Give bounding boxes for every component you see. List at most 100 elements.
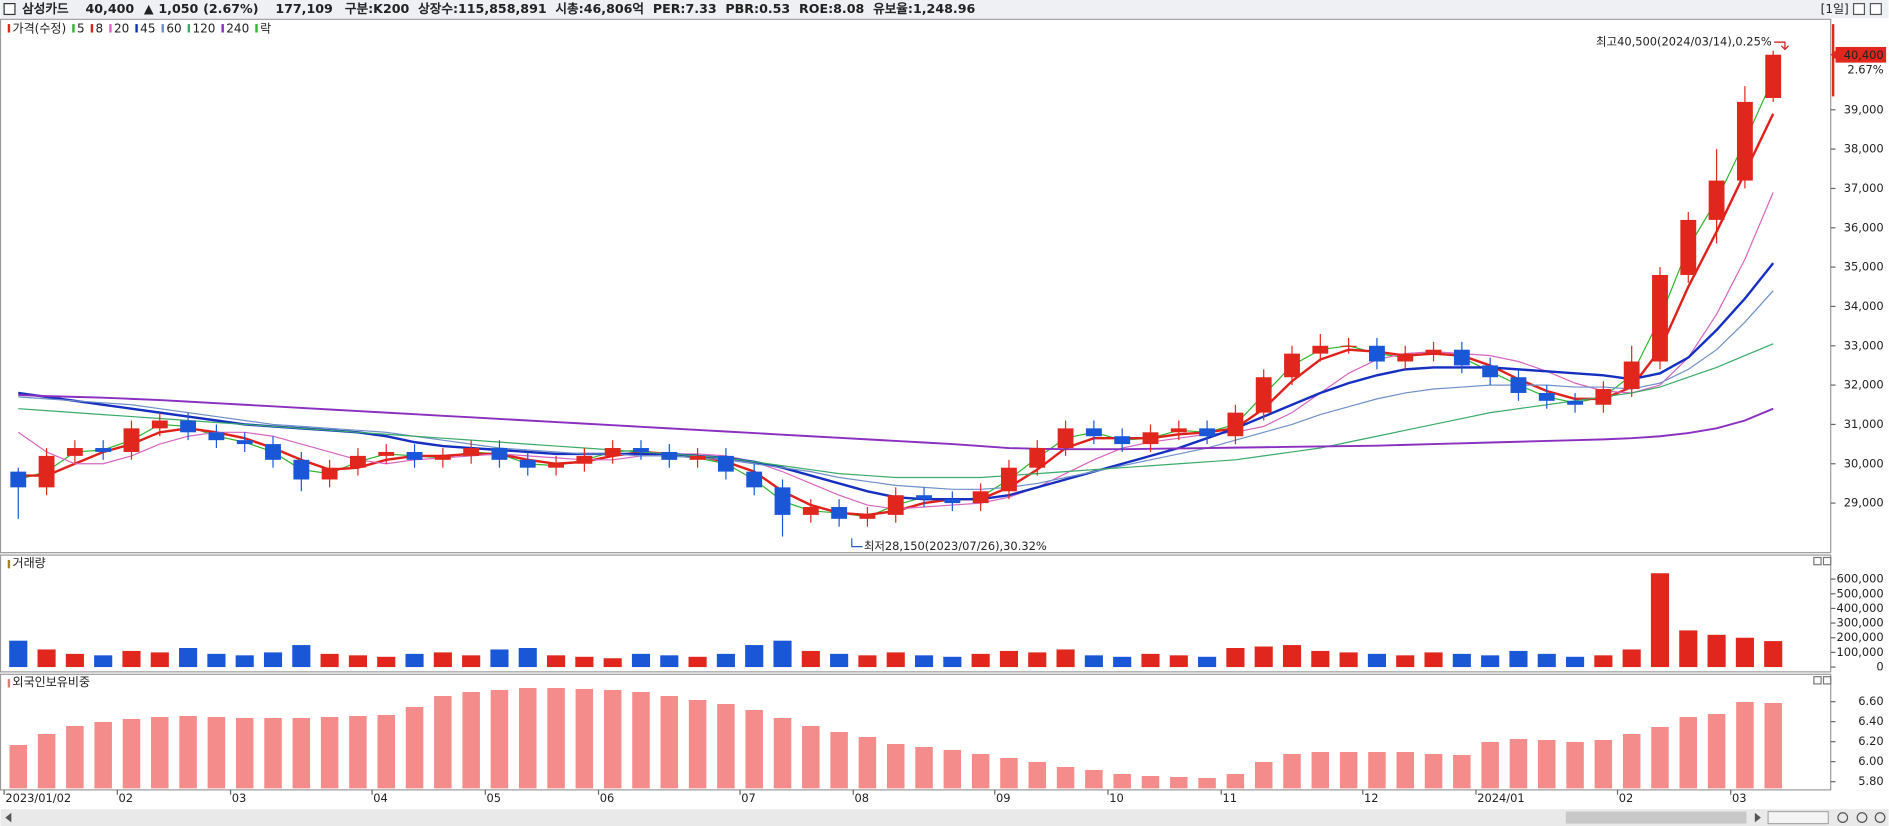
- candle-body: [972, 491, 989, 504]
- pane-title-marker: [7, 559, 11, 569]
- bar: [93, 721, 113, 789]
- bar: [1396, 655, 1415, 668]
- price-pane: [0, 18, 1832, 554]
- bar: [971, 753, 991, 789]
- change: 1,050: [158, 1, 198, 16]
- legend-label: 락: [260, 21, 271, 35]
- candle-body: [831, 507, 848, 519]
- checkbox[interactable]: [3, 3, 16, 16]
- legend-swatch: [90, 24, 94, 33]
- candle-body: [180, 420, 197, 433]
- scroll-track[interactable]: [0, 809, 1889, 826]
- candle-body: [123, 428, 140, 452]
- bar: [716, 703, 736, 789]
- bar: [858, 655, 877, 668]
- x-tick-label: 08: [854, 791, 869, 805]
- moving-average-line: [18, 343, 1774, 479]
- candle-body: [944, 499, 961, 504]
- pane-button[interactable]: [1813, 556, 1822, 566]
- bar: [575, 656, 594, 668]
- candle-body: [265, 444, 281, 460]
- y-tick-label: 6.00: [1858, 754, 1883, 768]
- candle-body: [774, 487, 791, 515]
- volume: 177,109: [275, 1, 333, 16]
- candle-body: [661, 451, 678, 460]
- y-tick-label: 0: [1876, 660, 1883, 674]
- bar: [1509, 738, 1528, 789]
- maximize-button[interactable]: [1852, 3, 1866, 16]
- last-price-tag: [1835, 46, 1887, 63]
- candle-body: [406, 451, 423, 460]
- y-tick-label: 6.40: [1858, 714, 1883, 728]
- y-tick-label: 37,000: [1844, 181, 1884, 195]
- close-button[interactable]: [1869, 3, 1882, 16]
- zoom-out[interactable]: [1837, 812, 1849, 823]
- window-buttons: [1852, 3, 1882, 16]
- candle-body: [350, 455, 366, 468]
- y-tick-label: 35,000: [1844, 260, 1884, 274]
- bar: [433, 652, 452, 668]
- bar: [1480, 741, 1500, 789]
- legend-swatch: [135, 24, 138, 33]
- y-tick-label: 32,000: [1844, 378, 1884, 392]
- bar: [1735, 637, 1754, 668]
- candle-body: [10, 471, 27, 488]
- bar: [1339, 751, 1358, 789]
- bar: [546, 687, 566, 789]
- candle-body: [859, 514, 876, 519]
- candle-body: [1085, 428, 1102, 437]
- candle-body: [1397, 353, 1414, 362]
- candle-body: [633, 448, 649, 452]
- bar: [1594, 739, 1613, 789]
- y-tick-label: 31,000: [1844, 417, 1884, 431]
- pane-title: 거래량: [13, 556, 46, 570]
- candle-body: [717, 455, 734, 472]
- y-tick-label: 6.60: [1858, 694, 1883, 708]
- bar: [1169, 655, 1188, 668]
- bar: [1310, 751, 1330, 789]
- bar: [801, 650, 820, 668]
- zoom-in[interactable]: [1856, 812, 1868, 823]
- bar: [150, 652, 169, 668]
- candle-body: [746, 471, 763, 488]
- last-price: 40,400: [1844, 48, 1884, 62]
- scroll-right[interactable]: [1754, 812, 1761, 823]
- y-tick-label: 400,000: [1836, 601, 1883, 615]
- legend-swatch: [255, 24, 258, 33]
- bar: [1424, 652, 1443, 668]
- pane-button[interactable]: [1813, 676, 1822, 685]
- bar: [603, 689, 623, 789]
- zoom-reset[interactable]: [1874, 812, 1886, 823]
- pane-button[interactable]: [1822, 676, 1832, 685]
- pane-button[interactable]: [1822, 556, 1832, 566]
- scroll-left[interactable]: [5, 812, 12, 823]
- bar: [1226, 773, 1245, 789]
- y-tick-label: 600,000: [1836, 572, 1883, 586]
- last-price-pointer: [1830, 50, 1836, 59]
- bar: [263, 717, 283, 789]
- y-tick-label: 29,000: [1844, 496, 1884, 510]
- bar: [1028, 652, 1047, 668]
- candle-body: [66, 448, 83, 456]
- candle-body: [1170, 428, 1187, 433]
- bar: [320, 653, 339, 668]
- bar: [207, 716, 226, 789]
- candle-body: [1369, 345, 1385, 362]
- bar: [886, 743, 906, 789]
- header-bar: [0, 0, 1889, 19]
- period: [1일]: [1821, 2, 1849, 16]
- candle-body: [1340, 345, 1357, 347]
- high-annotation: 최고40,500(2024/03/14),0.25%: [1596, 35, 1772, 49]
- bar: [1254, 761, 1274, 789]
- bar: [462, 655, 481, 668]
- x-tick-label: 03: [1732, 791, 1747, 805]
- candle-body: [1652, 274, 1668, 362]
- bar: [518, 687, 538, 789]
- scroll-thumb[interactable]: [1565, 811, 1747, 824]
- bar: [1509, 650, 1528, 668]
- bar: [914, 746, 934, 789]
- range-slider[interactable]: [1767, 810, 1829, 825]
- bar: [37, 733, 56, 789]
